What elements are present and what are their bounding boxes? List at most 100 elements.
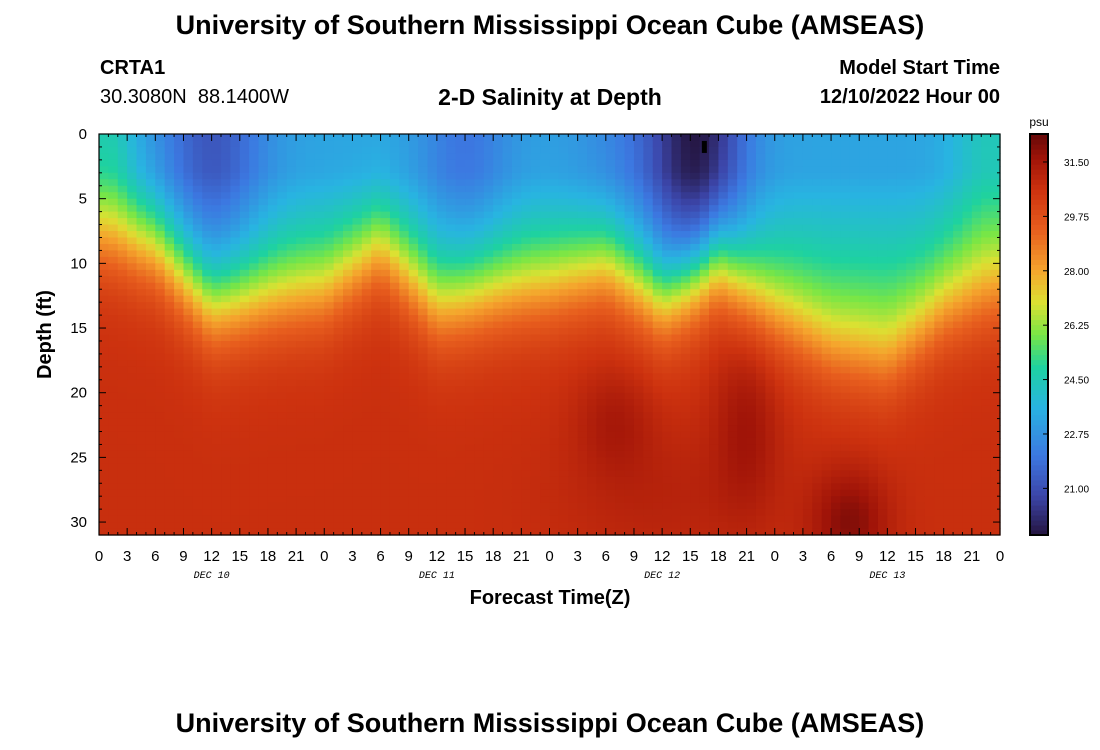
heatmap-cell xyxy=(389,134,400,142)
heatmap-cell xyxy=(474,276,485,284)
heatmap-cell xyxy=(821,295,832,303)
heatmap-cell xyxy=(436,166,447,174)
heatmap-cell xyxy=(389,166,400,174)
heatmap-cell xyxy=(99,282,109,290)
heatmap-cell xyxy=(117,418,128,426)
heatmap-cell xyxy=(174,140,185,148)
heatmap-cell xyxy=(502,140,513,148)
heatmap-cell xyxy=(183,470,194,478)
heatmap-cell xyxy=(709,269,720,277)
heatmap-cell xyxy=(380,166,391,174)
heatmap-cell xyxy=(662,457,673,465)
heatmap-cell xyxy=(474,185,485,193)
heatmap-cell xyxy=(699,431,710,439)
heatmap-cell xyxy=(521,437,532,446)
heatmap-cell xyxy=(277,140,288,148)
heatmap-cell xyxy=(831,269,842,277)
heatmap-cell xyxy=(164,515,175,523)
heatmap-cell xyxy=(418,502,429,510)
heatmap-cell xyxy=(296,373,307,381)
heatmap-cell xyxy=(436,237,447,245)
heatmap-cell xyxy=(136,386,147,394)
heatmap-cell xyxy=(605,134,616,142)
heatmap-cell xyxy=(380,185,391,193)
heatmap-cell xyxy=(718,321,729,329)
heatmap-cell xyxy=(277,243,288,252)
heatmap-cell xyxy=(690,360,701,368)
heatmap-cell xyxy=(802,231,813,239)
heatmap-cell xyxy=(389,489,400,497)
heatmap-cell xyxy=(671,172,682,180)
heatmap-cell xyxy=(577,250,588,258)
heatmap-cell xyxy=(418,489,429,497)
heatmap-cell xyxy=(286,340,297,349)
heatmap-cell xyxy=(652,250,663,258)
heatmap-cell xyxy=(183,379,194,387)
heatmap-cell xyxy=(587,205,598,213)
heatmap-cell xyxy=(493,399,504,407)
heatmap-cell xyxy=(145,405,156,413)
heatmap-cell xyxy=(549,179,560,187)
heatmap-cell xyxy=(258,425,269,433)
heatmap-cell xyxy=(605,321,616,329)
heatmap-cell xyxy=(793,269,804,277)
heatmap-cell xyxy=(314,366,325,374)
heatmap-cell xyxy=(690,386,701,394)
heatmap-cell xyxy=(718,308,729,316)
heatmap-cell xyxy=(145,256,156,264)
heatmap-cell xyxy=(793,353,804,361)
heatmap-cell xyxy=(352,256,363,264)
heatmap-cell xyxy=(192,347,203,355)
heatmap-cell xyxy=(774,302,785,310)
heatmap-cell xyxy=(408,263,419,271)
heatmap-cell xyxy=(840,334,851,342)
heatmap-cell xyxy=(793,418,804,426)
heatmap-cell xyxy=(221,392,231,400)
heatmap-cell xyxy=(765,243,776,252)
heatmap-cell xyxy=(671,250,682,258)
heatmap-cell xyxy=(587,405,598,413)
heatmap-cell xyxy=(145,198,156,206)
heatmap-cell xyxy=(230,528,241,536)
heatmap-cell xyxy=(418,386,429,394)
heatmap-cell xyxy=(446,218,457,226)
heatmap-cell xyxy=(399,179,410,187)
heatmap-cell xyxy=(305,166,316,174)
heatmap-cell xyxy=(324,263,335,271)
heatmap-cell xyxy=(737,386,748,394)
heatmap-cell xyxy=(493,282,504,290)
heatmap-cell xyxy=(427,399,438,407)
heatmap-cell xyxy=(427,489,438,497)
heatmap-cell xyxy=(136,166,147,174)
heatmap-cell xyxy=(840,224,851,232)
heatmap-cell xyxy=(493,224,504,232)
heatmap-cell xyxy=(568,366,579,374)
heatmap-cell xyxy=(361,379,372,387)
heatmap-cell xyxy=(117,146,128,155)
heatmap-cell xyxy=(164,153,175,161)
heatmap-cell xyxy=(164,211,175,219)
heatmap-cell xyxy=(436,379,447,387)
heatmap-cell xyxy=(352,237,363,245)
heatmap-cell xyxy=(361,431,372,439)
heatmap-cell xyxy=(408,496,419,504)
heatmap-cell xyxy=(849,166,860,174)
heatmap-cell xyxy=(831,412,842,420)
heatmap-cell xyxy=(727,437,738,446)
heatmap-cell xyxy=(662,166,673,174)
heatmap-cell xyxy=(474,256,485,264)
heatmap-cell xyxy=(831,289,842,297)
heatmap-cell xyxy=(408,179,419,187)
heatmap-cell xyxy=(277,218,288,226)
heatmap-cell xyxy=(774,399,785,407)
heatmap-cell xyxy=(774,379,785,387)
heatmap-cell xyxy=(324,153,335,161)
heatmap-cell xyxy=(427,211,438,219)
heatmap-cell xyxy=(605,250,616,258)
heatmap-cell xyxy=(755,198,766,206)
heatmap-cell xyxy=(812,522,823,530)
heatmap-cell xyxy=(755,328,766,336)
heatmap-cell xyxy=(774,515,785,523)
heatmap-cell xyxy=(343,263,354,271)
heatmap-cell xyxy=(399,146,410,155)
